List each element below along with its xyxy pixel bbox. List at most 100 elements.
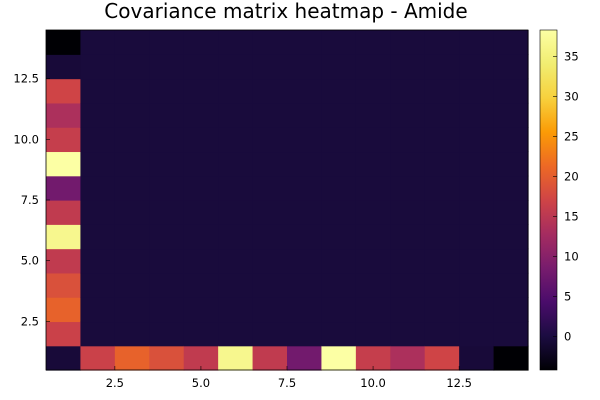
heatmap-cell [114,127,150,153]
heatmap-cell [218,248,254,274]
heatmap-cell [493,321,529,347]
heatmap-cell [252,102,288,128]
x-tick-label: 10.0 [360,376,386,390]
heatmap-cell [321,272,357,298]
heatmap-cell [252,54,288,80]
heatmap-cell [114,151,150,177]
heatmap-cell [424,200,460,225]
heatmap-cell [252,272,288,298]
heatmap-cell [355,272,391,298]
chart-title: Covariance matrix heatmap - Amide [104,0,467,23]
heatmap-cell [46,151,82,177]
y-tick-label: 10.0 [13,132,39,146]
x-tick-label: 7.5 [278,376,296,390]
heatmap-cell [149,175,185,201]
heatmap-cell [459,345,495,371]
heatmap-cell [80,297,116,323]
heatmap-cell [114,30,150,55]
heatmap-cell [321,78,357,104]
heatmap-cell [424,321,460,347]
heatmap-cell [114,321,150,347]
heatmap-cell [183,200,219,225]
heatmap-cell [80,175,116,201]
y-tick-label: 12.5 [13,72,39,86]
heatmap-cell [183,224,219,250]
y-axis-ticks: 2.5 5.0 7.5 10.0 12.5 [13,72,50,328]
heatmap-cell [321,200,357,225]
heatmap-cell [114,297,150,323]
heatmap-cell [80,30,116,55]
heatmap-cell [149,151,185,177]
heatmap-cell [46,78,82,104]
heatmap-cell [218,127,254,153]
heatmap-cell [493,200,529,225]
heatmap-cell [493,102,529,128]
heatmap-cell [459,248,495,274]
heatmap-cell [252,200,288,225]
heatmap-cell [355,297,391,323]
heatmap-cell [424,102,460,128]
heatmap-cell [321,175,357,201]
colorbar-tick-label: 15 [564,209,579,223]
heatmap-cell [46,54,82,80]
heatmap-cell [80,54,116,80]
heatmap-cell [390,102,426,128]
heatmap-cell [46,248,82,274]
heatmap-cell [390,54,426,80]
heatmap-cell [46,272,82,298]
heatmap-cell [114,102,150,128]
heatmap-cell [493,248,529,274]
heatmap-cell [390,248,426,274]
heatmap-cell [183,127,219,153]
colorbar-tick-label: 30 [564,89,579,103]
heatmap-cell [424,345,460,371]
heatmap-cell [218,345,254,371]
heatmap-cell [459,297,495,323]
heatmap-cell [114,345,150,371]
heatmap-cell [321,54,357,80]
heatmap-cell [493,54,529,80]
heatmap-cells [46,30,529,371]
heatmap-cell [252,224,288,250]
heatmap-cell [424,151,460,177]
heatmap-cell [459,78,495,104]
heatmap-cell [183,151,219,177]
heatmap-cell [390,200,426,225]
heatmap-cell [424,297,460,323]
heatmap-cell [80,200,116,225]
heatmap-cell [459,151,495,177]
heatmap-cell [424,224,460,250]
colorbar [539,29,558,371]
heatmap-cell [390,78,426,104]
heatmap-cell [459,224,495,250]
heatmap-cell [390,297,426,323]
colorbar-tick-label: 10 [564,249,579,263]
heatmap-cell [287,151,323,177]
heatmap-cell [114,248,150,274]
heatmap-cell [218,151,254,177]
heatmap-cell [218,224,254,250]
heatmap-cell [287,345,323,371]
heatmap-cell [424,30,460,55]
heatmap-cell [183,78,219,104]
heatmap-cell [46,224,82,250]
heatmap-cell [183,102,219,128]
heatmap-cell [149,127,185,153]
heatmap-cell [459,321,495,347]
heatmap-cell [252,297,288,323]
heatmap-cell [493,30,529,55]
heatmap-cell [287,102,323,128]
y-tick-label: 5.0 [21,254,39,268]
heatmap-cell [424,78,460,104]
heatmap-cell [149,297,185,323]
heatmap-cell [149,224,185,250]
heatmap-cell [287,224,323,250]
heatmap-cell [218,272,254,298]
heatmap-cell [114,224,150,250]
heatmap-cell [149,321,185,347]
heatmap-cell [459,272,495,298]
heatmap-cell [287,321,323,347]
heatmap-cell [459,102,495,128]
heatmap-cell [459,200,495,225]
heatmap-cell [459,54,495,80]
